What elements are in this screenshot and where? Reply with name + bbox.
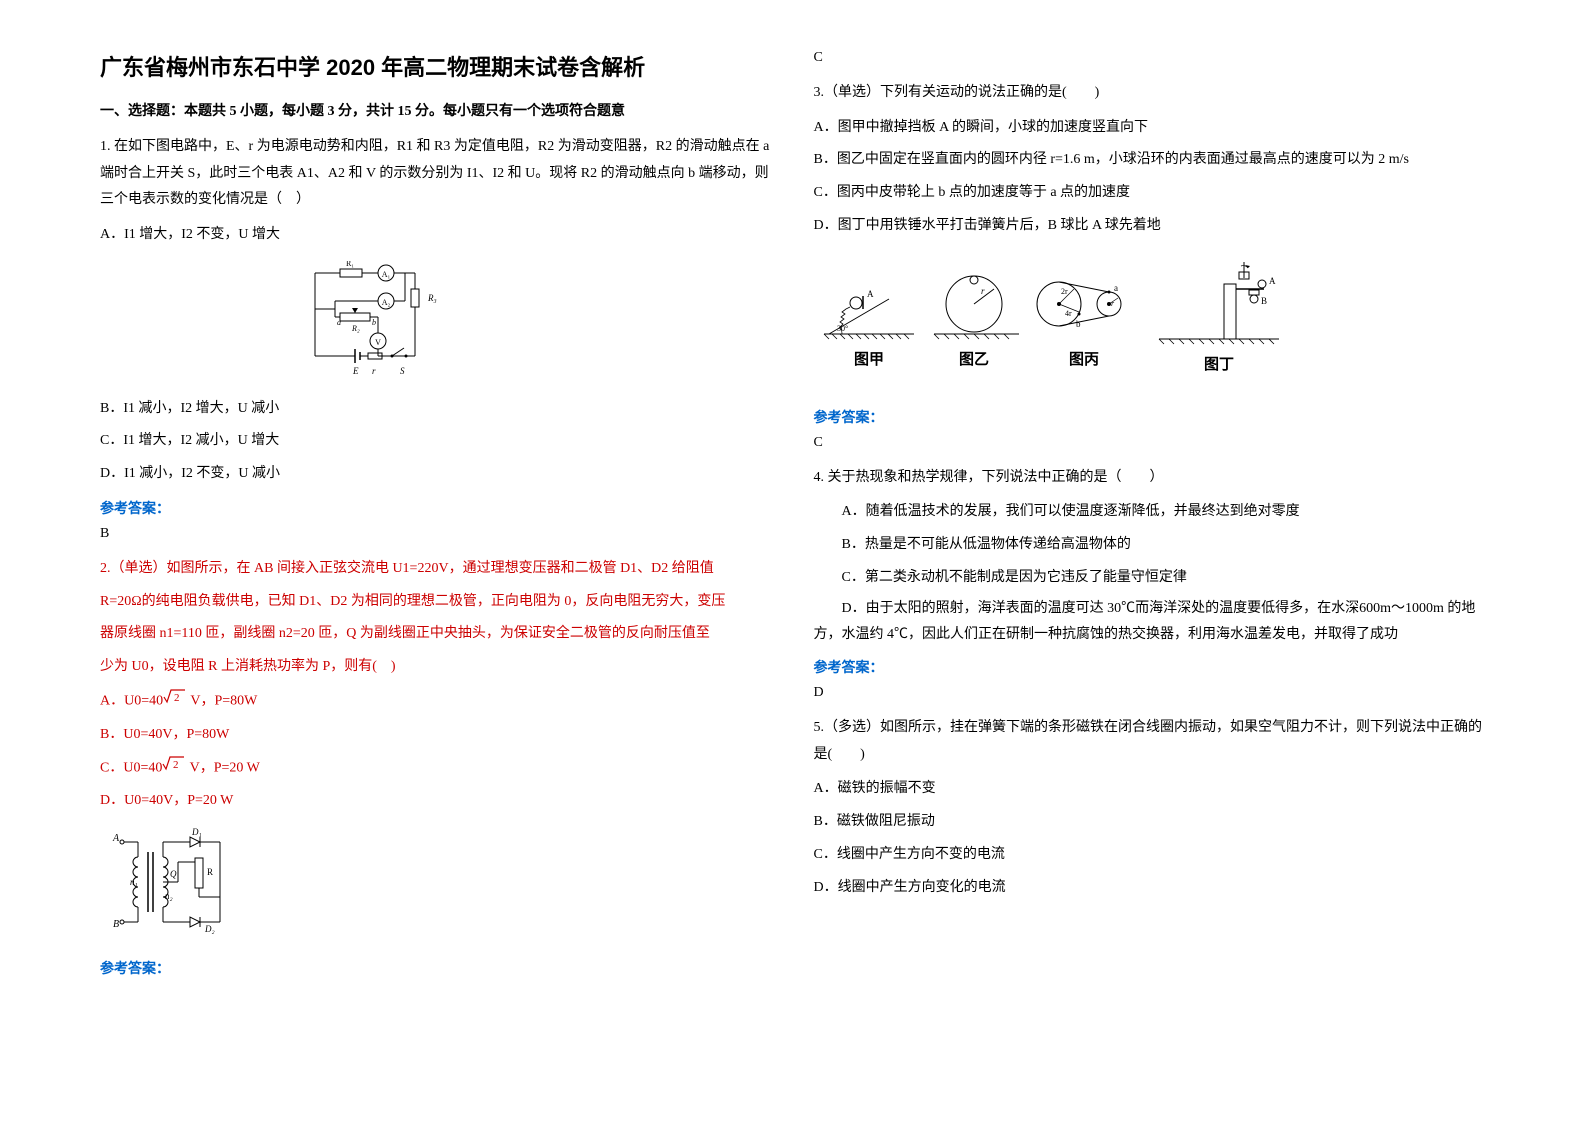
label-fig-jia: 图甲 [854, 351, 884, 368]
q1-optB: B．I1 减小，I2 增大，U 减小 [100, 394, 774, 425]
q2-optC-pre: C．U0=40 [100, 760, 162, 775]
label-fig-ding: 图丁 [1204, 356, 1234, 373]
right-column: C 3.（单选）下列有关运动的说法正确的是( ) A．图甲中撤掉挡板 A 的瞬间… [794, 50, 1508, 1072]
q1-answer-label: 参考答案： [100, 498, 774, 518]
q3-optA: A．图甲中撤掉挡板 A 的瞬间，小球的加速度竖直向下 [814, 113, 1488, 144]
label-ding-A: A [1269, 276, 1276, 286]
q1-optC: C．I1 增大，I2 减小，U 增大 [100, 426, 774, 457]
label-A: A [112, 833, 120, 844]
svg-text:2: 2 [174, 692, 180, 704]
left-column: 广东省梅州市东石中学 2020 年高二物理期末试卷含解析 一、选择题：本题共 5… [80, 50, 794, 1072]
q5-optA: A．磁铁的振幅不变 [814, 774, 1488, 805]
label-A1: A₁ [382, 270, 391, 279]
q4-optB: B．热量是不可能从低温物体传递给高温物体的 [814, 530, 1488, 561]
q4-optC: C．第二类永动机不能制成是因为它违反了能量守恒定律 [814, 563, 1488, 594]
label-n2: n₂ [165, 891, 173, 901]
q3-answer: C [814, 435, 1488, 451]
q1-stem: 1. 在如下图电路中，E、r 为电源电动势和内阻，R1 和 R3 为定值电阻，R… [100, 134, 774, 214]
fig-bing: 2r 4r a b r 图丙 [1037, 282, 1121, 368]
fig-yi: r 图乙 [934, 276, 1019, 368]
fig-jia: 30° A 图甲 [824, 289, 914, 368]
label-a: a [337, 318, 341, 327]
label-n1: n₁ [130, 877, 138, 887]
q4-optD: D．由于太阳的照射，海洋表面的温度可达 30℃而海洋深处的温度要低得多，在水深6… [814, 596, 1488, 649]
q2-optC-post: V，P=20 W [186, 760, 260, 775]
label-angle: 30° [837, 324, 848, 333]
label-fig-bing: 图丙 [1069, 351, 1099, 368]
label-R2: R₂ [351, 324, 360, 333]
q4-answer: D [814, 685, 1488, 701]
q2-stem-l4: 少为 U0，设电阻 R 上消耗热功率为 P，则有( ) [100, 654, 774, 681]
q2-stem-l1: 2.（单选）如图所示，在 AB 间接入正弦交流电 U1=220V，通过理想变压器… [100, 556, 774, 583]
svg-text:2: 2 [173, 759, 179, 771]
q3-optC: C．图丙中皮带轮上 b 点的加速度等于 a 点的加速度 [814, 178, 1488, 209]
label-r: r [372, 366, 376, 376]
q2-optC: C．U0=40 2 V，P=20 W [100, 753, 774, 784]
q4-answer-label: 参考答案： [814, 657, 1488, 677]
page-title: 广东省梅州市东石中学 2020 年高二物理期末试卷含解析 [100, 50, 774, 82]
label-R3: R₃ [427, 293, 437, 303]
q3-answer-label: 参考答案： [814, 407, 1488, 427]
label-2r: 2r [1061, 287, 1068, 296]
q2-optA: A．U0=40 2 V，P=80W [100, 686, 774, 717]
q4-stem: 4. 关于热现象和热学规律，下列说法中正确的是（ ） [814, 465, 1488, 492]
label-fig-yi: 图乙 [959, 351, 989, 368]
label-4r: 4r [1065, 309, 1072, 318]
label-V: V [375, 338, 381, 347]
q3-figures: 30° A 图甲 r 图乙 2r [814, 254, 1294, 384]
label-R1: R₁ [346, 261, 354, 268]
q5-optC: C．线圈中产生方向不变的电流 [814, 840, 1488, 871]
fig-ding: A B 图丁 [1159, 262, 1279, 373]
q3-stem: 3.（单选）下列有关运动的说法正确的是( ) [814, 80, 1488, 107]
label-ding-B: B [1261, 296, 1267, 306]
q2-answer: C [814, 50, 1488, 66]
q2-answer-label: 参考答案： [100, 958, 774, 978]
q2-stem-l2: R=20Ω的纯电阻负载供电，已知 D1、D2 为相同的理想二极管，正向电阻为 0… [100, 589, 774, 616]
q2-optB: B．U0=40V，P=80W [100, 720, 774, 751]
label-S: S [400, 366, 405, 376]
q1-optA: A．I1 增大，I2 不变，U 增大 [100, 220, 774, 251]
q2-optA-post: V，P=80W [187, 694, 257, 709]
section-header: 一、选择题：本题共 5 小题，每小题 3 分，共计 15 分。每小题只有一个选项… [100, 100, 774, 120]
q2-optA-pre: A．U0=40 [100, 694, 163, 709]
q3-optD: D．图丁中用铁锤水平打击弹簧片后，B 球比 A 球先着地 [814, 211, 1488, 242]
q1-answer: B [100, 526, 774, 542]
q4-optA: A．随着低温技术的发展，我们可以使温度逐渐降低，并最终达到绝对零度 [814, 497, 1488, 528]
q5-optB: B．磁铁做阻尼振动 [814, 807, 1488, 838]
label-R: R [207, 867, 213, 877]
q3-optB: B．图乙中固定在竖直面内的圆环内径 r=1.6 m，小球沿环的内表面通过最高点的… [814, 145, 1488, 176]
sqrt2-icon-2: 2 [162, 753, 186, 784]
q1-circuit-diagram: A₁ R₁ R₃ A₂ a b R₂ V [300, 261, 440, 381]
q2-transformer-diagram: A B n₁ n₂ Q D₁ D₂ [110, 827, 230, 937]
label-E: E [352, 366, 359, 376]
label-Q: Q [170, 869, 177, 879]
label-D1: D₁ [191, 827, 202, 837]
q1-optD: D．I1 减小，I2 不变，U 减小 [100, 459, 774, 490]
sqrt2-icon: 2 [163, 686, 187, 717]
q2-stem-l3: 器原线圈 n1=110 匝，副线圈 n2=20 匝，Q 为副线圈正中央抽头，为保… [100, 621, 774, 648]
label-yi-r: r [981, 286, 985, 296]
q5-optD: D．线圈中产生方向变化的电流 [814, 873, 1488, 904]
q5-stem: 5.（多选）如图所示，挂在弹簧下端的条形磁铁在闭合线圈内振动，如果空气阻力不计，… [814, 715, 1488, 768]
label-b: b [372, 318, 376, 327]
q2-optD: D．U0=40V，P=20 W [100, 786, 774, 817]
label-jia-A: A [867, 289, 874, 299]
label-A2: A₂ [382, 298, 391, 307]
label-bing-b: b [1076, 319, 1081, 329]
label-B: B [113, 919, 119, 930]
label-D2: D₂ [204, 924, 215, 934]
label-bing-a: a [1114, 283, 1118, 293]
